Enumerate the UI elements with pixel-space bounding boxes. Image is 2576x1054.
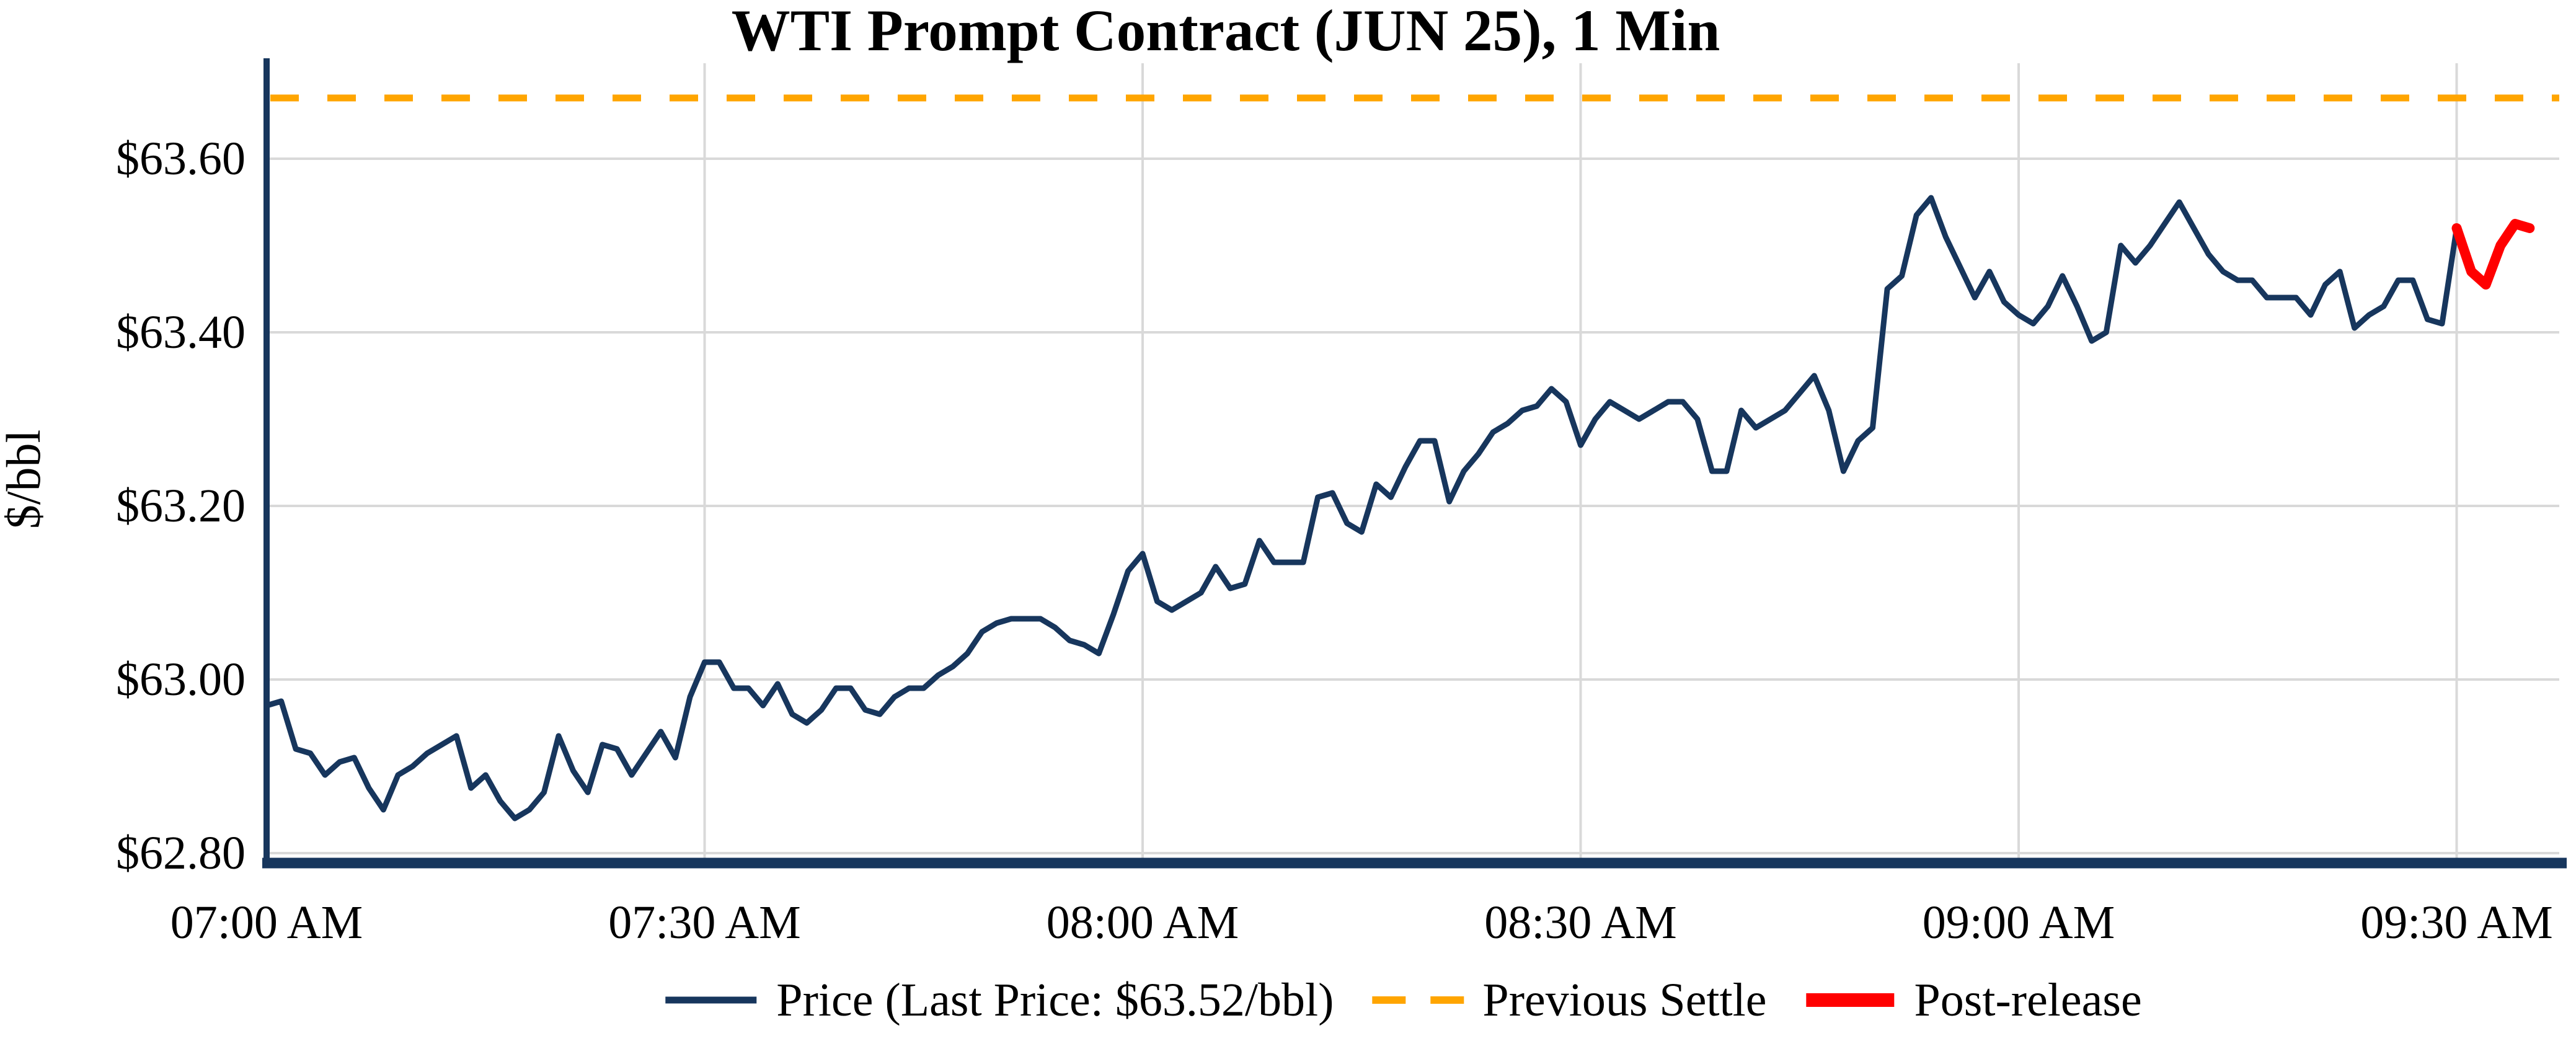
legend-item-previous-settle: Previous Settle bbox=[1371, 972, 1767, 1028]
legend-item-post-release: Post-release bbox=[1804, 972, 2142, 1028]
y-tick-label: $63.20 bbox=[116, 480, 246, 532]
x-tick-label: 09:30 AM bbox=[2360, 897, 2553, 949]
legend-label-post-release: Post-release bbox=[1914, 974, 2142, 1026]
chart-title: WTI Prompt Contract (JUN 25), 1 Min bbox=[731, 0, 1720, 63]
x-tick-label: 07:00 AM bbox=[170, 897, 363, 949]
x-tick-label: 09:00 AM bbox=[1922, 897, 2115, 949]
y-tick-label: $63.40 bbox=[116, 306, 246, 358]
x-tick-label: 08:30 AM bbox=[1484, 897, 1677, 949]
legend: Price (Last Price: $63.52/bbl) Previous … bbox=[663, 972, 2142, 1028]
y-tick-label: $62.80 bbox=[116, 827, 246, 879]
legend-label-price: Price (Last Price: $63.52/bbl) bbox=[776, 974, 1334, 1026]
x-tick-label: 08:00 AM bbox=[1046, 897, 1239, 949]
post-release-swatch bbox=[1806, 993, 1895, 1007]
legend-label-previous-settle: Previous Settle bbox=[1482, 974, 1767, 1026]
legend-item-price: Price (Last Price: $63.52/bbl) bbox=[663, 972, 1334, 1028]
price-line bbox=[263, 195, 2459, 822]
y-tick-label: $63.00 bbox=[116, 653, 246, 706]
price-line-swatch bbox=[665, 996, 757, 1004]
post-release-line bbox=[2451, 219, 2535, 290]
y-axis-label: $/bbl bbox=[0, 429, 50, 529]
x-tick-label: 07:30 AM bbox=[608, 897, 801, 949]
previous-settle-swatch bbox=[1372, 996, 1464, 1004]
y-tick-label: $63.60 bbox=[116, 133, 246, 185]
